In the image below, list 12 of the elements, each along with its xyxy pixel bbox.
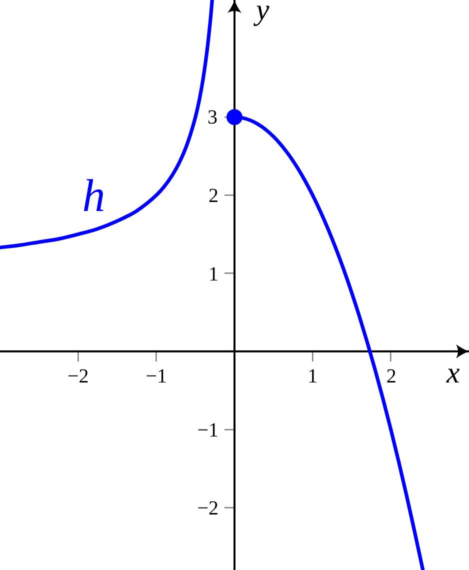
x-tick-label: 2 (386, 365, 396, 388)
series-label: h (82, 170, 106, 221)
y-tick-label: −1 (197, 419, 218, 442)
y-tick-label: 2 (208, 185, 218, 208)
x-tick-label: −2 (68, 365, 89, 388)
x-tick-label: −1 (146, 365, 167, 388)
y-axis-title: y (253, 0, 270, 26)
y-tick-label: −2 (197, 498, 218, 520)
y-tick-label: 1 (208, 263, 218, 286)
x-tick-label: 1 (308, 365, 318, 388)
y-tick-label: 3 (208, 106, 218, 129)
x-axis-title: x (446, 356, 460, 390)
